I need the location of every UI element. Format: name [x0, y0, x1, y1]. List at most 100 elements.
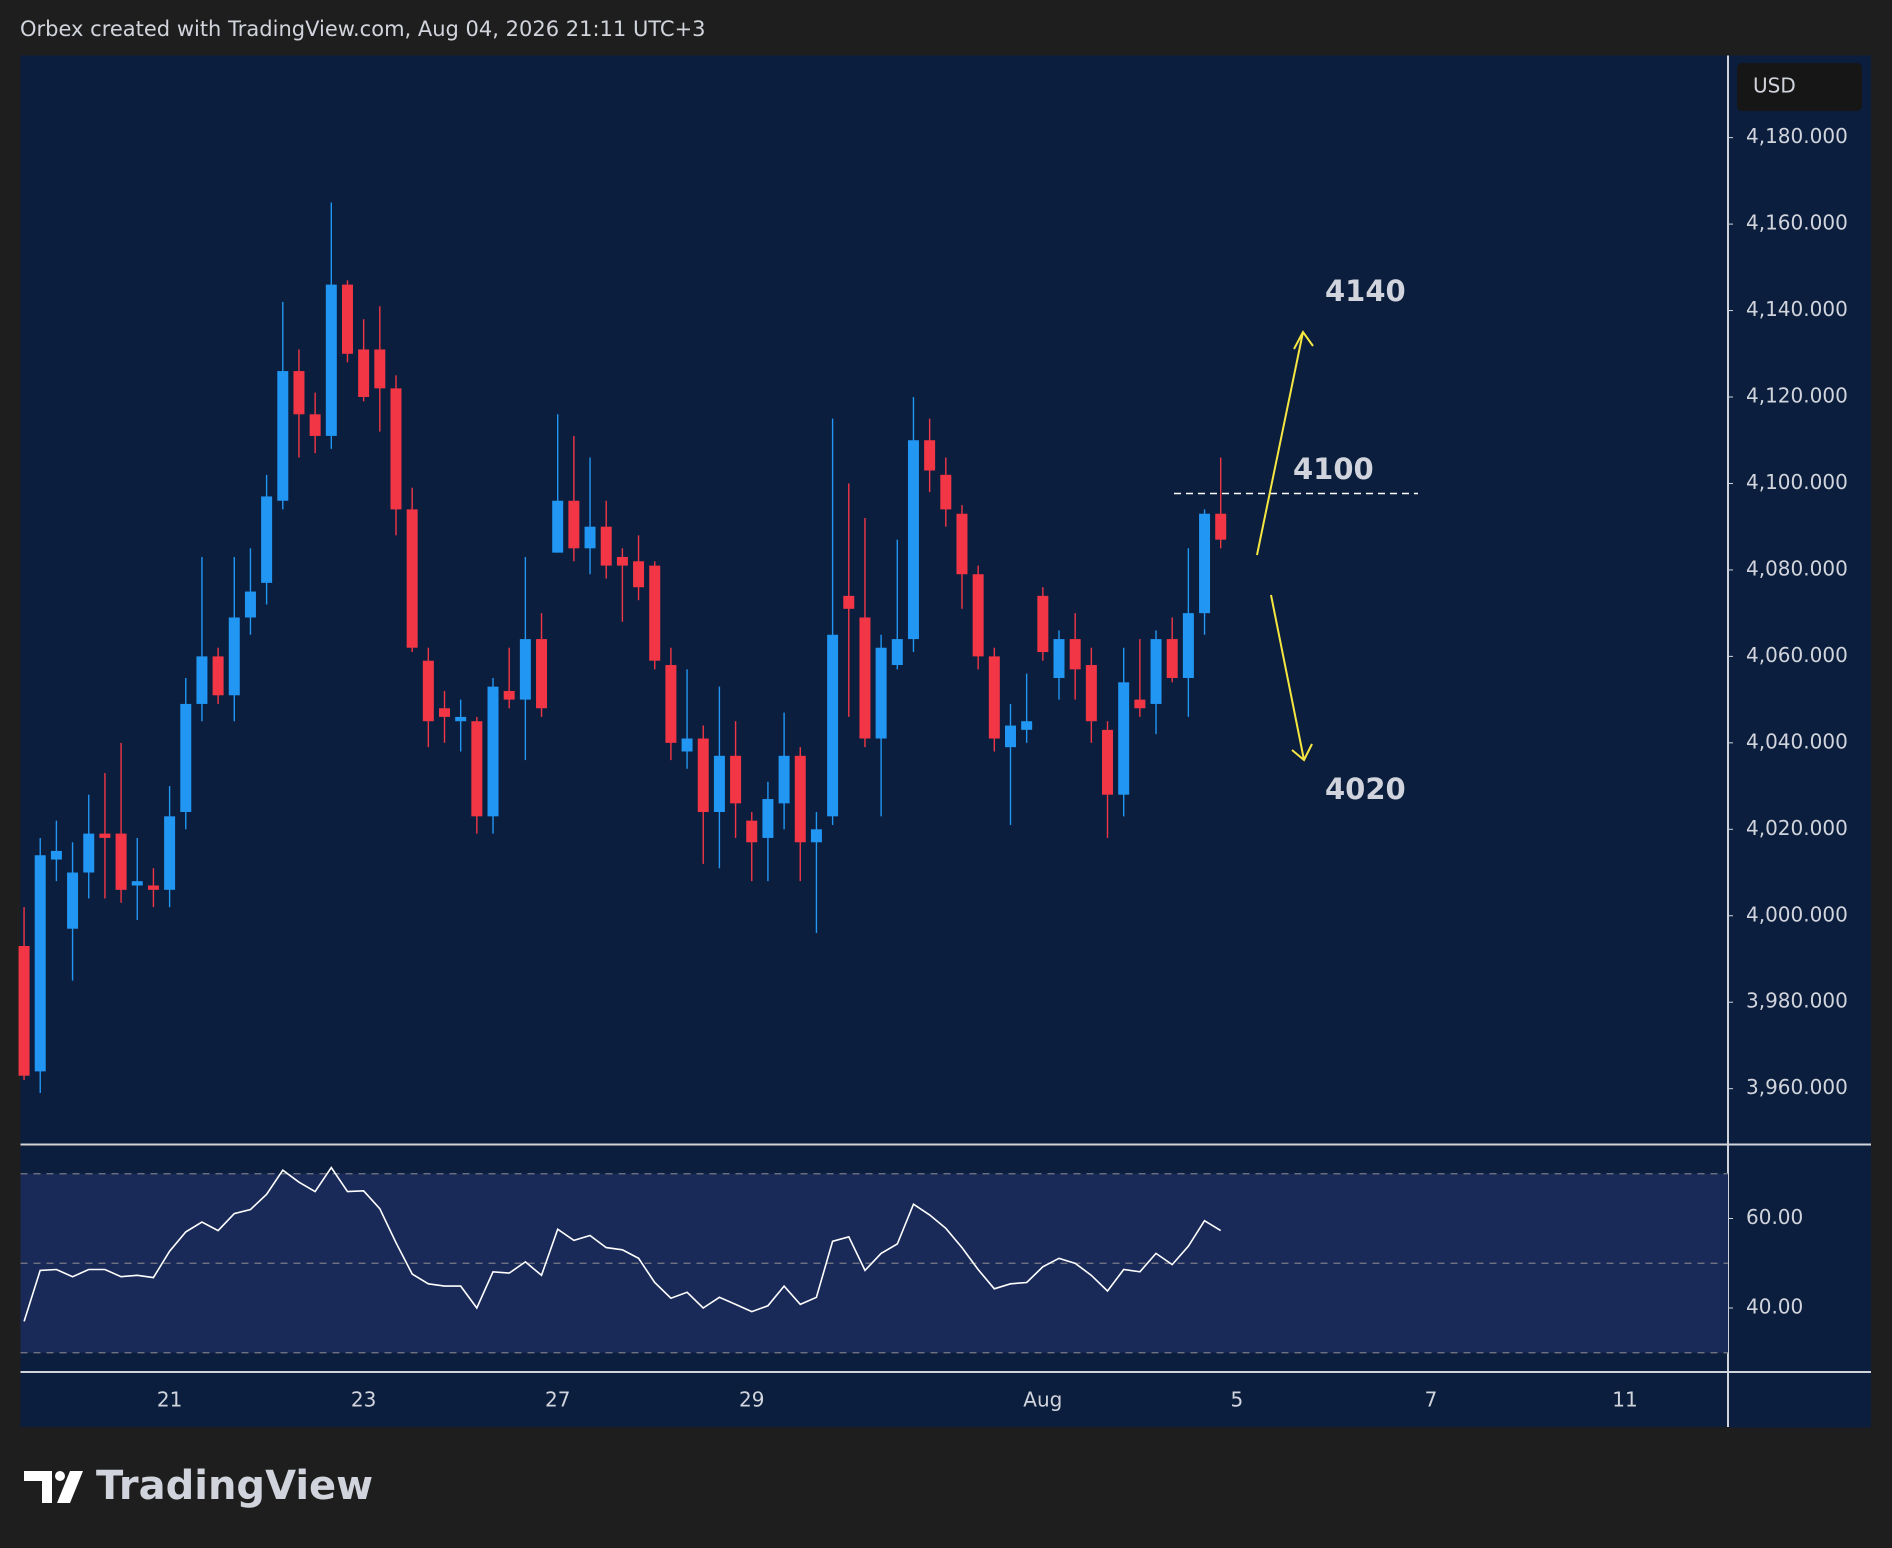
candle-body: [34, 855, 46, 1072]
candle-body: [1053, 639, 1065, 678]
candle-body: [810, 829, 822, 843]
y-tick-label: 3,980.000: [1746, 989, 1848, 1013]
candle-body: [196, 656, 208, 704]
candle-body: [1021, 721, 1033, 730]
candle-body: [988, 656, 1000, 739]
candle-body: [891, 639, 903, 666]
candle-body: [131, 881, 143, 886]
y-tick-label: 4,100.000: [1746, 470, 1848, 494]
x-tick-label: 27: [545, 1388, 570, 1412]
y-tick-label: 3,960.000: [1746, 1075, 1848, 1099]
candle-body: [147, 885, 159, 890]
arrow-up: [1256, 331, 1304, 556]
candle-body: [1215, 513, 1227, 540]
candle-body: [164, 816, 176, 890]
candle-body: [859, 617, 871, 739]
candle-body: [277, 371, 289, 501]
candle-body: [439, 708, 451, 717]
currency-box: [1737, 63, 1862, 111]
logo-mark: [57, 1471, 83, 1503]
x-tick-label: Aug: [1023, 1388, 1062, 1412]
candle-body: [422, 660, 434, 722]
candle-body: [50, 850, 62, 860]
candle-body: [552, 500, 564, 553]
candle-body: [665, 665, 677, 743]
candle-body: [358, 349, 370, 398]
candle-body: [778, 755, 790, 804]
candle-body: [600, 526, 612, 566]
candle-body: [180, 703, 192, 813]
candle-body: [519, 639, 531, 700]
candle-body: [633, 561, 645, 588]
logo: [24, 1471, 83, 1503]
y-tick-label: 4,000.000: [1746, 902, 1848, 926]
candle-body: [568, 500, 580, 549]
candle-body: [1134, 699, 1146, 709]
candle-body: [374, 349, 386, 389]
logo-mark: [24, 1471, 52, 1503]
y-tick-label: 4,180.000: [1746, 124, 1848, 148]
x-tick-label: 21: [157, 1388, 182, 1412]
price-pane: [20, 55, 1728, 1144]
candle-body: [1085, 665, 1097, 722]
candle-body: [1166, 639, 1178, 678]
logo-mark: [55, 1471, 65, 1481]
y-tick-label: 4,120.000: [1746, 384, 1848, 408]
y-tick-label: 60.00: [1746, 1205, 1803, 1229]
candle-body: [99, 833, 111, 838]
y-tick-label: 4,160.000: [1746, 211, 1848, 235]
x-tick-label: 7: [1425, 1388, 1438, 1412]
x-tick-label: 11: [1612, 1388, 1637, 1412]
candle-body: [1118, 682, 1130, 795]
rsi-band: [20, 1173, 1728, 1353]
candle-body: [536, 639, 548, 709]
candle-body: [261, 496, 273, 583]
candle-body: [827, 634, 839, 817]
candle-body: [956, 513, 968, 575]
candle-body: [503, 690, 515, 700]
x-tick-label: 5: [1231, 1388, 1244, 1412]
candle-body: [341, 284, 353, 354]
candle-body: [18, 946, 30, 1076]
candle-body: [746, 820, 758, 843]
candle-body: [455, 716, 467, 722]
x-tick-label: 29: [739, 1388, 764, 1412]
candle-body: [681, 738, 693, 752]
header: Orbex created with TradingView.com, Aug …: [20, 17, 706, 41]
candle-body: [1182, 613, 1194, 678]
footer-logo: TradingView: [96, 1463, 373, 1509]
candle-body: [1102, 729, 1114, 795]
y-tick-label: 4,140.000: [1746, 297, 1848, 321]
candle-body: [875, 647, 887, 739]
annotation: 4020: [1325, 772, 1406, 806]
arrow-head: [1293, 330, 1314, 350]
candle-body: [83, 833, 95, 873]
candle-body: [244, 591, 256, 618]
candle-body: [212, 656, 224, 696]
currency: USD: [1753, 74, 1796, 98]
candle-body: [1199, 513, 1211, 614]
y-tick-label: 4,060.000: [1746, 643, 1848, 667]
candle-body: [1150, 639, 1162, 704]
x-tick-label: 23: [351, 1388, 376, 1412]
candle-body: [471, 721, 483, 817]
y-tick-label: 4,080.000: [1746, 556, 1848, 580]
candle-body: [115, 833, 127, 890]
marks: 4,180.000 4,160.000 4,140.000 4,120.000 4,10…: [18, 124, 1848, 1412]
candle-body: [730, 755, 742, 804]
candle-body: [390, 388, 402, 510]
candle-body: [762, 799, 774, 838]
annotation: 4140: [1325, 274, 1406, 308]
candle-body: [325, 284, 337, 436]
candle-body: [67, 872, 79, 929]
annotation: 4100: [1293, 452, 1374, 486]
rsi-line: [23, 1166, 1222, 1322]
candle-body: [293, 371, 305, 415]
price-axis: [1728, 55, 1871, 1428]
candle-body: [972, 574, 984, 657]
arrow-head: [1291, 743, 1313, 762]
candle-body: [907, 440, 919, 640]
candle-body: [1037, 595, 1049, 653]
arrows: [1256, 330, 1314, 762]
candle-body: [1004, 725, 1016, 748]
